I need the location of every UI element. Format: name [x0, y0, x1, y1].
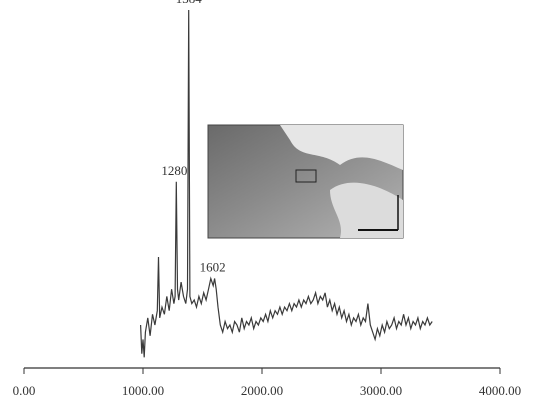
spectrum-line: [140, 9, 433, 358]
inset-micrograph: [207, 124, 404, 239]
inset-light-region: [330, 182, 403, 238]
x-tick-label: 4000.00: [479, 383, 521, 398]
peak-label: 1602: [200, 259, 226, 274]
inset-light-region: [280, 125, 403, 170]
x-tick-label: 3000.00: [360, 383, 402, 398]
inset-marker: [295, 169, 317, 183]
peak-label: 1384: [176, 0, 203, 6]
peak-label: 1280: [161, 163, 187, 178]
x-tick-label: 2000.00: [241, 383, 283, 398]
x-tick-label: 1000.00: [122, 383, 164, 398]
x-tick-label: 0.00: [13, 383, 36, 398]
